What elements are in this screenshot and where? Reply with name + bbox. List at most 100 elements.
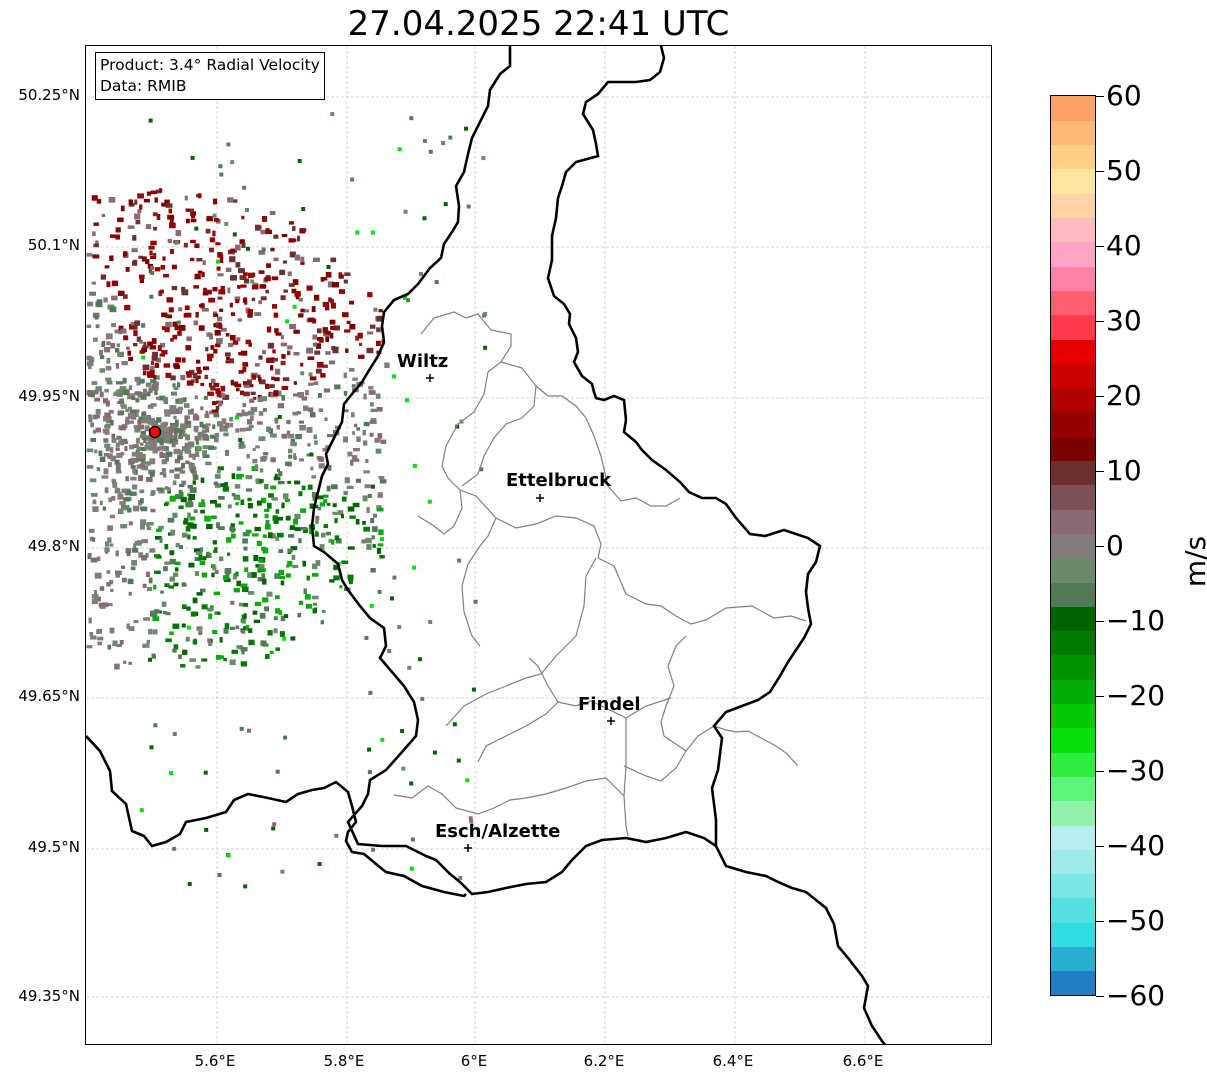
radar-echo — [164, 199, 170, 206]
radar-echo — [155, 396, 160, 400]
radar-echo — [92, 499, 97, 505]
radar-echo — [194, 571, 200, 577]
radar-echo — [355, 518, 360, 525]
radar-echo — [195, 439, 199, 445]
radar-echo — [230, 160, 235, 165]
radar-echo — [178, 325, 186, 331]
radar-echo — [280, 295, 286, 301]
radar-echo — [245, 529, 252, 534]
radar-echo — [142, 345, 149, 349]
radar-echo — [152, 351, 158, 358]
radar-echo — [140, 395, 147, 400]
radar-echo — [86, 361, 94, 367]
radar-echo — [355, 478, 361, 483]
radar-echo — [164, 503, 169, 507]
radar-echo — [260, 229, 268, 235]
radar-echo — [257, 567, 262, 571]
radar-echo — [371, 847, 375, 852]
radar-echo — [312, 573, 319, 577]
radar-echo — [117, 290, 125, 296]
radar-echo — [294, 513, 301, 520]
radar-echo — [135, 398, 140, 403]
radar-echo — [473, 599, 478, 604]
map-canvas[interactable] — [86, 46, 992, 1045]
radar-echo — [315, 343, 321, 349]
radar-echo — [203, 770, 208, 775]
radar-echo — [270, 533, 276, 539]
radar-echo — [251, 533, 259, 537]
canton-boundary — [477, 657, 559, 763]
radar-echo — [217, 421, 224, 427]
colorbar-segment — [1051, 241, 1095, 267]
radar-echo — [256, 500, 262, 506]
radar-echo — [293, 393, 299, 397]
radar-echo — [182, 649, 188, 655]
radar-echo — [276, 425, 281, 430]
radar-echo — [271, 276, 279, 281]
radar-echo — [115, 363, 120, 369]
radar-echo — [168, 410, 176, 415]
radar-echo — [201, 429, 206, 434]
radar-echo — [427, 499, 432, 504]
radar-echo — [209, 434, 217, 439]
radar-echo — [202, 260, 206, 265]
radar-echo — [257, 377, 262, 382]
radar-echo — [120, 410, 125, 415]
radar-echo — [377, 589, 382, 594]
radar-echo — [219, 172, 224, 177]
colorbar-tick-label: −30 — [1106, 754, 1166, 787]
lon-tick-label: 5.6°E — [194, 1052, 236, 1070]
radar-echo — [276, 516, 284, 521]
map-panel[interactable] — [85, 45, 992, 1045]
radar-echo — [150, 610, 155, 617]
radar-echo — [163, 273, 169, 278]
radar-echo — [111, 433, 115, 439]
radar-echo — [307, 443, 311, 447]
radar-echo — [215, 343, 221, 348]
radar-echo — [206, 216, 213, 222]
radar-echo — [329, 332, 334, 339]
radar-echo — [365, 459, 369, 463]
radar-echo — [291, 555, 296, 560]
radar-echo — [105, 447, 110, 452]
radar-echo — [420, 696, 425, 701]
radar-echo — [262, 534, 267, 538]
radar-echo — [203, 434, 209, 439]
radar-echo — [231, 473, 236, 480]
radar-echo — [170, 423, 176, 428]
radar-echo — [216, 259, 220, 264]
radar-echo — [147, 415, 152, 420]
radar-echo — [295, 434, 302, 440]
radar-echo — [92, 506, 99, 512]
radar-echo — [174, 240, 179, 245]
radar-echo — [148, 577, 153, 584]
radar-echo — [99, 368, 106, 373]
radar-echo — [104, 443, 111, 448]
radar-echo — [371, 484, 375, 489]
radar-echo — [167, 214, 175, 220]
radar-echo — [292, 564, 299, 569]
colorbar-segment — [1051, 679, 1095, 705]
radar-echo — [363, 470, 370, 474]
radar-echo — [177, 330, 182, 336]
radar-echo — [229, 626, 235, 630]
radar-echo — [121, 440, 128, 445]
radar-echo — [241, 586, 249, 593]
radar-echo — [258, 250, 265, 255]
radar-echo — [94, 449, 98, 454]
radar-echo — [146, 191, 152, 196]
radar-echo — [138, 255, 143, 259]
radar-echo — [152, 212, 158, 217]
radar-echo — [230, 523, 235, 528]
radar-echo — [100, 274, 106, 280]
radar-echo — [277, 480, 285, 485]
radar-echo — [242, 532, 250, 537]
radar-echo — [124, 304, 131, 311]
radar-echo — [124, 445, 128, 451]
radar-echo — [330, 326, 337, 331]
radar-echo — [215, 611, 221, 615]
radar-echo — [129, 323, 134, 330]
radar-echo — [108, 197, 116, 203]
radar-echo — [232, 340, 239, 345]
radar-echo — [261, 456, 267, 461]
